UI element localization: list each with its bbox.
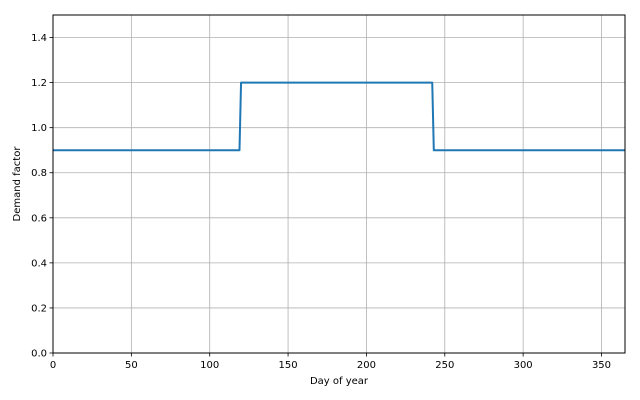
x-tick-label: 150 [279,360,298,371]
x-tick-label: 100 [200,360,219,371]
series-layer [53,81,625,152]
y-tick-label: 0.4 [31,258,47,269]
y-tick-label: 1.2 [31,78,47,89]
y-tick-label: 0.2 [31,303,47,314]
y-tick-label: 0.6 [31,213,47,224]
x-tick-label: 50 [125,360,138,371]
ticks: 0 50 100 150 200 250 300 350 0.0 0.2 0.4 0.6 0.8 1.0 1… [31,33,611,371]
y-tick-label: 0.8 [31,168,47,179]
grid [52,15,625,354]
y-axis-label: Demand factor [12,146,23,222]
y-tick-label: 1.4 [31,33,47,44]
plot-frame [52,14,626,354]
x-tick-label: 350 [592,360,611,371]
x-tick-label: 200 [357,360,376,371]
x-tick-label: 0 [50,360,56,371]
x-tick-label: 250 [435,360,454,371]
series-line [53,81,625,152]
x-tick-label: 300 [514,360,533,371]
y-tick-label: 1.0 [31,123,47,134]
y-tick-label: 0.0 [31,349,47,360]
x-axis-label: Day of year [310,376,369,387]
